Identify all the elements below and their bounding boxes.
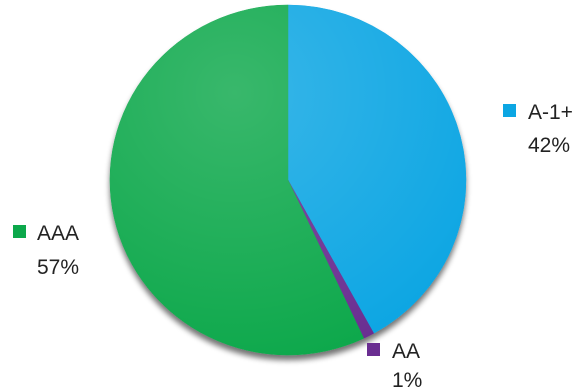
- legend-label-a-1-plus: A-1+: [528, 101, 573, 124]
- legend-entry-aa: AA 1%: [367, 340, 422, 391]
- legend-value-aaa: 57%: [37, 256, 79, 279]
- legend-swatch-a-1-plus: [503, 104, 516, 117]
- pie-slices: [110, 5, 466, 355]
- legend-swatch-aa: [367, 343, 380, 356]
- legend-label-aa: AA: [392, 340, 420, 363]
- legend-entry-aaa: AAA 57%: [13, 222, 79, 279]
- legend-value-a-1-plus: 42%: [528, 134, 570, 157]
- legend-value-aa: 1%: [392, 369, 422, 391]
- legend-swatch-aaa: [13, 225, 26, 238]
- legend-label-aaa: AAA: [37, 222, 79, 245]
- legend-entry-a-1-plus: A-1+ 42%: [503, 101, 573, 157]
